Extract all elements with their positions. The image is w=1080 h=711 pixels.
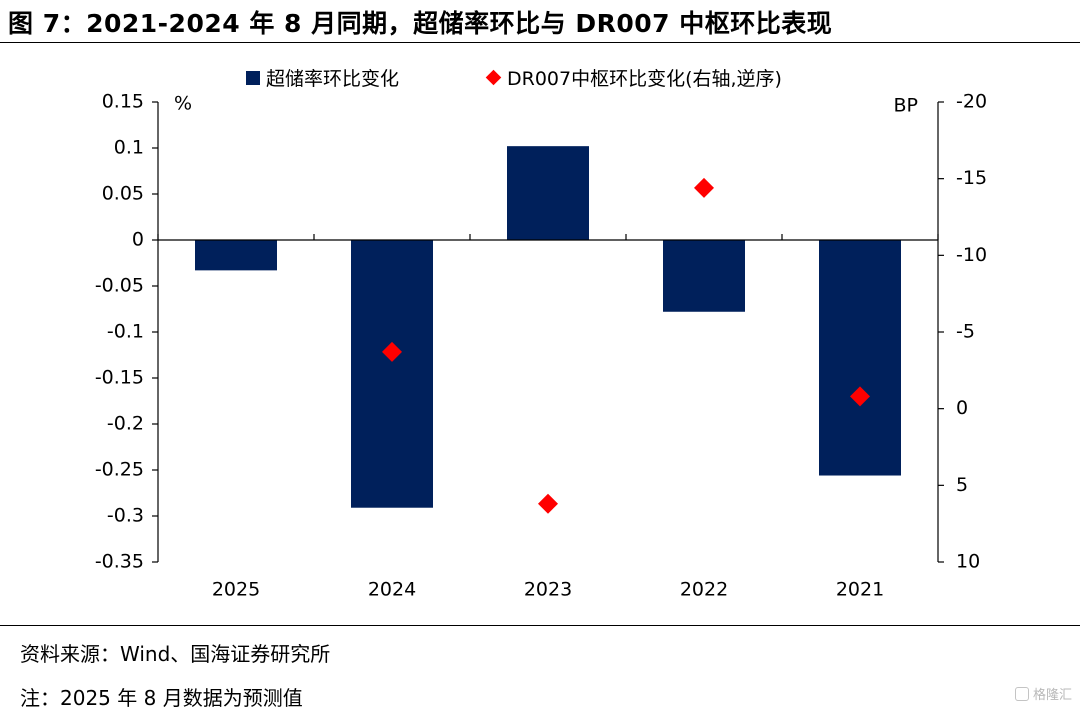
left-tick-label: -0.3	[107, 505, 144, 527]
right-tick-label: 10	[956, 551, 980, 573]
left-tick-label: -0.35	[95, 551, 144, 573]
title-rule	[0, 42, 1080, 43]
chart-plot-area: 0.15 0.1 0.05 0 -0.05 -0.1 -0.15 -0.2 -0.25 -0.3 -…	[95, 91, 987, 601]
x-tick-label: 2022	[680, 579, 728, 601]
x-tick-label: 2024	[368, 579, 416, 601]
right-tick-label: -10	[956, 244, 987, 266]
watermark-logo-icon	[1014, 686, 1029, 701]
point-2022	[694, 177, 714, 198]
legend-item-point: DR007中枢环比变化(右轴,逆序)	[484, 64, 782, 91]
watermark-text: 格隆汇	[1032, 688, 1072, 703]
bar-2024	[351, 240, 433, 508]
left-tick-label: -0.15	[95, 367, 144, 389]
footer-rule	[0, 625, 1080, 626]
right-tick-label: -5	[956, 321, 975, 343]
source-note: 资料来源：Wind、国海证券研究所	[20, 642, 331, 666]
right-tick-label: 0	[956, 397, 968, 419]
legend-point-label: DR007中枢环比变化(右轴,逆序)	[507, 68, 782, 90]
x-tick-label: 2025	[212, 579, 260, 601]
bar-2025	[195, 240, 277, 271]
x-tick-label: 2023	[524, 579, 572, 601]
left-tick-label: -0.05	[95, 275, 144, 297]
right-tick-label: -20	[956, 91, 987, 113]
x-tick-label: 2021	[836, 579, 884, 601]
point-2024	[382, 341, 402, 362]
legend-bar-swatch	[246, 70, 260, 85]
left-tick-label: 0.05	[102, 183, 144, 205]
right-axis-unit: BP	[894, 95, 919, 117]
left-tick-label: 0.1	[114, 137, 144, 159]
legend-bar-label: 超储率环比变化	[266, 68, 400, 90]
right-tick-label: -15	[956, 167, 987, 189]
right-tick-label: 5	[956, 474, 968, 496]
left-tick-label: 0	[132, 229, 144, 251]
left-axis-unit: %	[174, 93, 192, 115]
left-tick-label: -0.25	[95, 459, 144, 481]
legend-item-bar: 超储率环比变化	[246, 64, 399, 91]
point-2021	[850, 386, 870, 407]
left-tick-label: -0.1	[107, 321, 144, 343]
watermark: 格隆汇	[1014, 684, 1072, 703]
left-tick-label: 0.15	[102, 91, 144, 113]
bar-2021	[819, 240, 901, 476]
bar-2023	[507, 146, 589, 240]
point-2023	[538, 493, 558, 514]
figure-title: 图 7：2021-2024 年 8 月同期，超储率环比与 DR007 中枢环比表…	[8, 9, 833, 38]
bar-2022	[663, 240, 745, 312]
left-tick-label: -0.2	[107, 413, 144, 435]
footnote: 注：2025 年 8 月数据为预测值	[20, 686, 303, 710]
